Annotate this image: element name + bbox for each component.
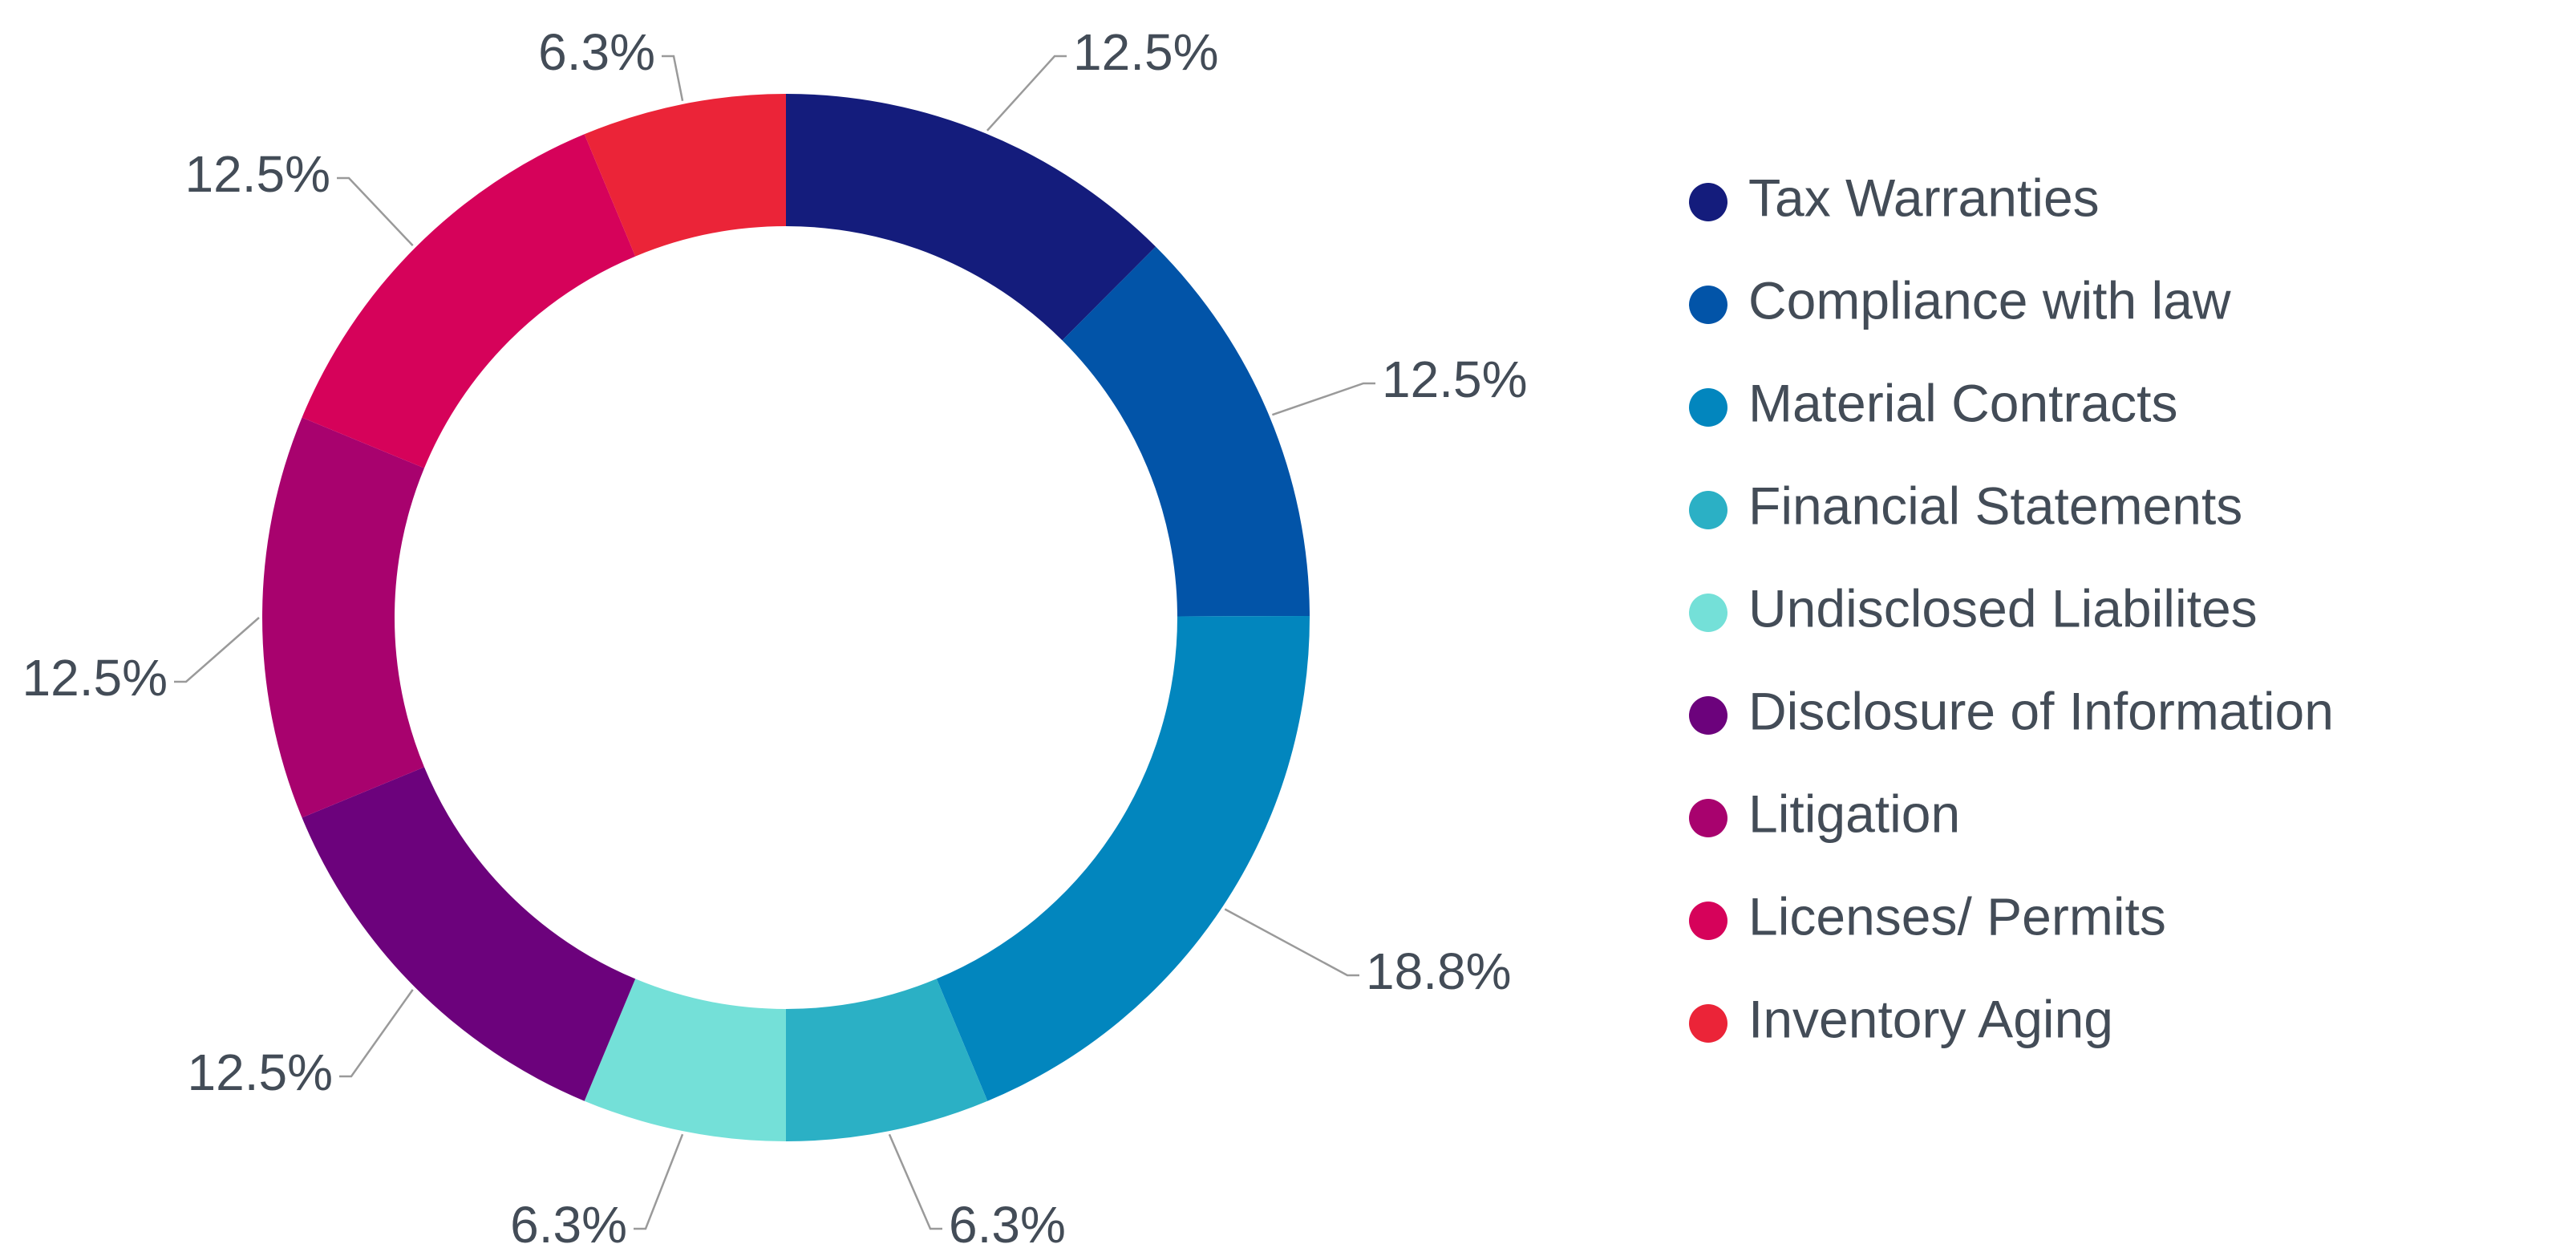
- legend-label-compliance-with-law: Compliance with law: [1748, 270, 2231, 330]
- leader-line-financial-statements: [888, 1133, 942, 1230]
- data-label-disclosure-of-information: 12.5%: [188, 1043, 333, 1101]
- donut-slices: [262, 94, 1310, 1141]
- legend-label-material-contracts: Material Contracts: [1748, 373, 2178, 432]
- data-label-material-contracts: 18.8%: [1366, 942, 1511, 1000]
- slice-compliance-with-law: [1062, 246, 1310, 617]
- legend-label-litigation: Litigation: [1748, 784, 1960, 843]
- slice-licenses-permits: [302, 134, 636, 468]
- legend-item-licenses-permits: Licenses/ Permits: [1689, 886, 2166, 946]
- leader-line-inventory-aging: [662, 55, 684, 102]
- legend-label-tax-warranties: Tax Warranties: [1748, 168, 2100, 227]
- legend-swatch-licenses-permits: [1689, 902, 1727, 940]
- legend-label-financial-statements: Financial Statements: [1748, 476, 2242, 535]
- legend-swatch-financial-statements: [1689, 491, 1727, 529]
- legend-label-inventory-aging: Inventory Aging: [1748, 989, 2113, 1048]
- slice-inventory-aging: [584, 94, 786, 257]
- slice-disclosure-of-information: [302, 767, 636, 1101]
- leader-line-tax-warranties: [986, 55, 1067, 132]
- slice-tax-warranties: [786, 94, 1156, 341]
- data-label-licenses-permits: 12.5%: [185, 145, 330, 203]
- slice-financial-statements: [786, 979, 988, 1141]
- legend-item-litigation: Litigation: [1689, 784, 1960, 843]
- legend-swatch-tax-warranties: [1689, 183, 1727, 221]
- legend: Tax Warranties Compliance with law Materia…: [1689, 168, 2334, 1048]
- legend-item-undisclosed-liabilites: Undisclosed Liabilites: [1689, 578, 2258, 638]
- legend-item-financial-statements: Financial Statements: [1689, 476, 2242, 535]
- legend-item-inventory-aging: Inventory Aging: [1689, 989, 2113, 1048]
- legend-item-tax-warranties: Tax Warranties: [1689, 168, 2100, 227]
- leader-line-undisclosed-liabilites: [634, 1133, 684, 1230]
- legend-swatch-litigation: [1689, 799, 1727, 837]
- data-labels: 12.5% 12.5% 18.8% 6.3% 6.3% 12.5% 12.5% 12.5% 6.…: [22, 23, 1528, 1244]
- slice-undisclosed-liabilites: [584, 979, 786, 1141]
- leader-line-disclosure-of-information: [339, 989, 414, 1078]
- data-label-compliance-with-law: 12.5%: [1382, 351, 1527, 408]
- legend-item-compliance-with-law: Compliance with law: [1689, 270, 2231, 330]
- data-label-litigation: 12.5%: [22, 649, 168, 707]
- legend-swatch-material-contracts: [1689, 388, 1727, 427]
- slice-litigation: [262, 417, 425, 818]
- leader-line-litigation: [174, 617, 260, 683]
- leader-line-licenses-permits: [337, 176, 414, 247]
- data-label-inventory-aging: 6.3%: [538, 23, 655, 81]
- legend-swatch-compliance-with-law: [1689, 286, 1727, 324]
- data-label-tax-warranties: 12.5%: [1073, 23, 1218, 81]
- leader-line-compliance-with-law: [1271, 382, 1375, 416]
- slice-material-contracts: [936, 615, 1310, 1101]
- legend-label-undisclosed-liabilites: Undisclosed Liabilites: [1748, 578, 2258, 638]
- legend-item-material-contracts: Material Contracts: [1689, 373, 2178, 432]
- legend-swatch-inventory-aging: [1689, 1004, 1727, 1043]
- legend-item-disclosure-of-information: Disclosure of Information: [1689, 681, 2334, 740]
- leader-lines: [174, 55, 1375, 1230]
- data-label-financial-statements: 6.3%: [949, 1196, 1066, 1244]
- legend-label-disclosure-of-information: Disclosure of Information: [1748, 681, 2334, 740]
- legend-swatch-disclosure-of-information: [1689, 696, 1727, 735]
- leader-line-material-contracts: [1224, 908, 1359, 977]
- legend-label-licenses-permits: Licenses/ Permits: [1748, 886, 2166, 946]
- data-label-undisclosed-liabilites: 6.3%: [510, 1196, 627, 1244]
- legend-swatch-undisclosed-liabilites: [1689, 594, 1727, 632]
